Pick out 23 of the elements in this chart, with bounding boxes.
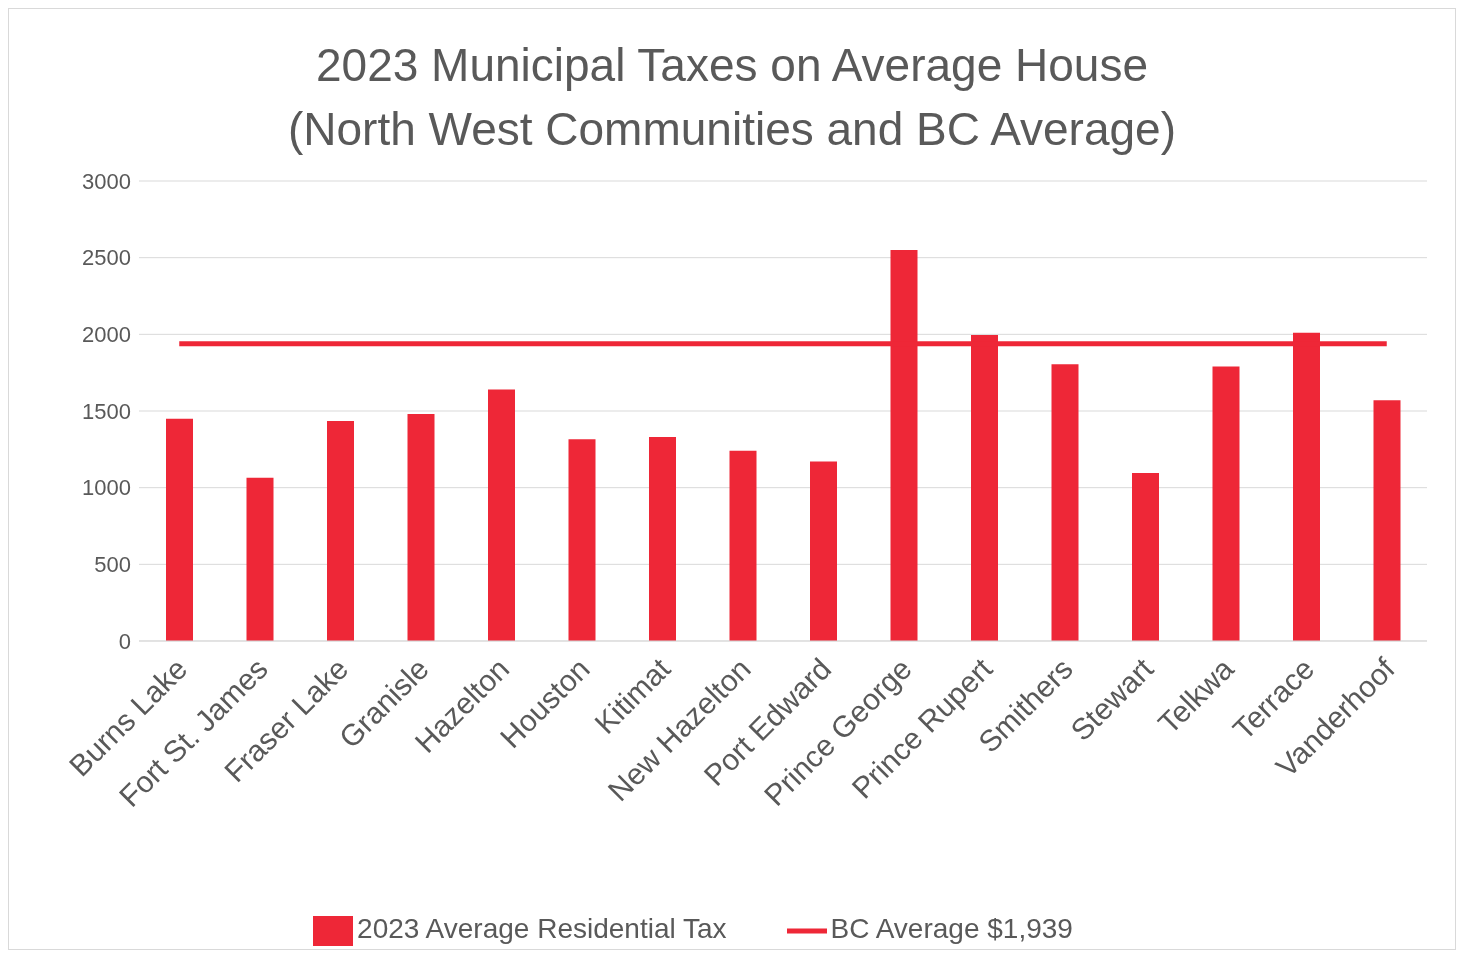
chart-title: 2023 Municipal Taxes on Average House (North West Communities and BC Average) [287,38,1177,157]
bar [729,450,757,641]
legend-label: BC Average $1,939 [830,913,1073,945]
y-tick-label: 2000 [82,322,131,348]
legend-label: 2023 Average Residential Tax [357,913,727,945]
bar [568,439,596,641]
bar [246,477,274,641]
bar [649,437,676,641]
y-tick-label: 1000 [82,475,131,501]
bar [810,461,837,641]
y-tick-label: 500 [94,552,131,578]
bar [407,414,435,641]
y-tick-label: 0 [118,628,131,654]
bar [327,420,354,641]
bar [1373,400,1401,641]
y-tick-label: 2500 [82,245,131,271]
y-tick-label: 3000 [82,168,131,194]
bar [1051,364,1079,641]
bar [488,389,515,641]
bar [1212,366,1240,641]
y-tick-label: 1500 [82,398,131,424]
bar [1132,473,1159,641]
bar [166,418,193,641]
